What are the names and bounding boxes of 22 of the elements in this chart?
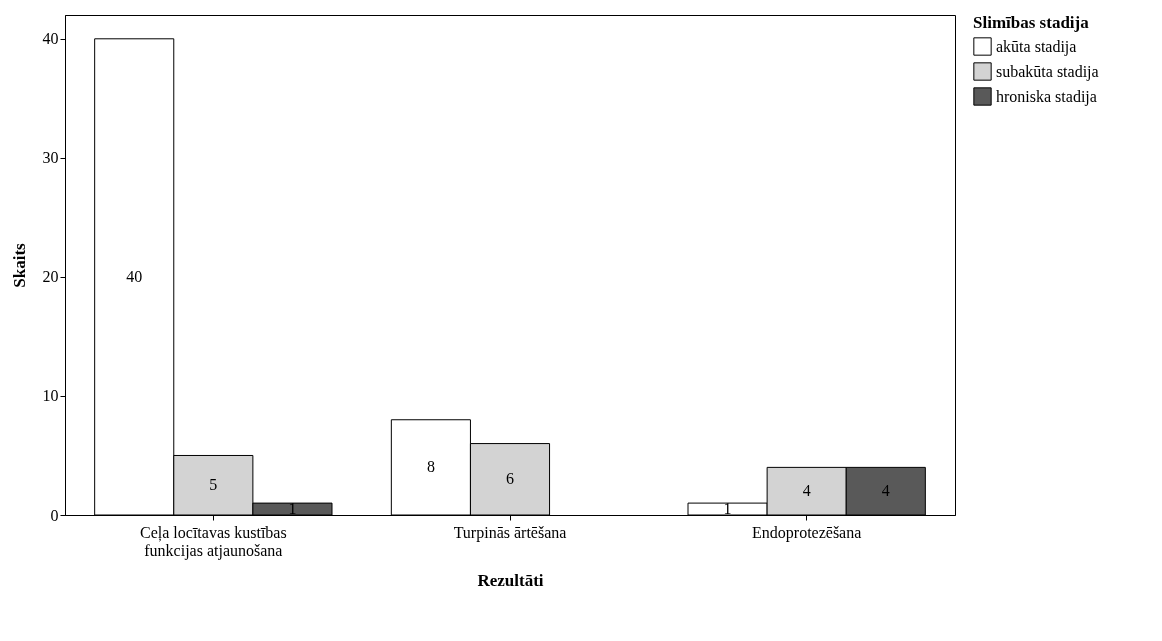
legend-title: Slimības stadija bbox=[973, 13, 1090, 32]
y-tick-label: 30 bbox=[42, 149, 59, 167]
data-label: 4 bbox=[881, 482, 890, 500]
y-tick-label: 0 bbox=[50, 506, 59, 524]
data-label: 40 bbox=[126, 267, 143, 285]
data-label: 1 bbox=[288, 500, 297, 518]
data-label: 5 bbox=[209, 476, 218, 494]
y-axis-title: Skaits bbox=[9, 242, 29, 288]
y-tick-label: 20 bbox=[42, 268, 59, 286]
legend-label: hroniska stadija bbox=[996, 87, 1097, 106]
x-tick-label: Endoprotezēšana bbox=[752, 523, 862, 542]
x-tick-label: Turpinās ārtēšana bbox=[453, 523, 567, 542]
data-label: 1 bbox=[723, 500, 732, 518]
y-tick-label: 10 bbox=[42, 387, 59, 405]
y-tick-label: 40 bbox=[42, 30, 59, 48]
data-label: 4 bbox=[802, 482, 811, 500]
data-label: 8 bbox=[426, 458, 435, 476]
legend-label: akūta stadija bbox=[996, 37, 1077, 56]
x-axis-title: Rezultāti bbox=[477, 570, 544, 590]
data-label: 6 bbox=[506, 470, 514, 488]
legend-label: subakūta stadija bbox=[996, 62, 1099, 81]
x-tick-label: Ceļa locītavas kustības funkcijas atjaunošana bbox=[140, 523, 287, 560]
